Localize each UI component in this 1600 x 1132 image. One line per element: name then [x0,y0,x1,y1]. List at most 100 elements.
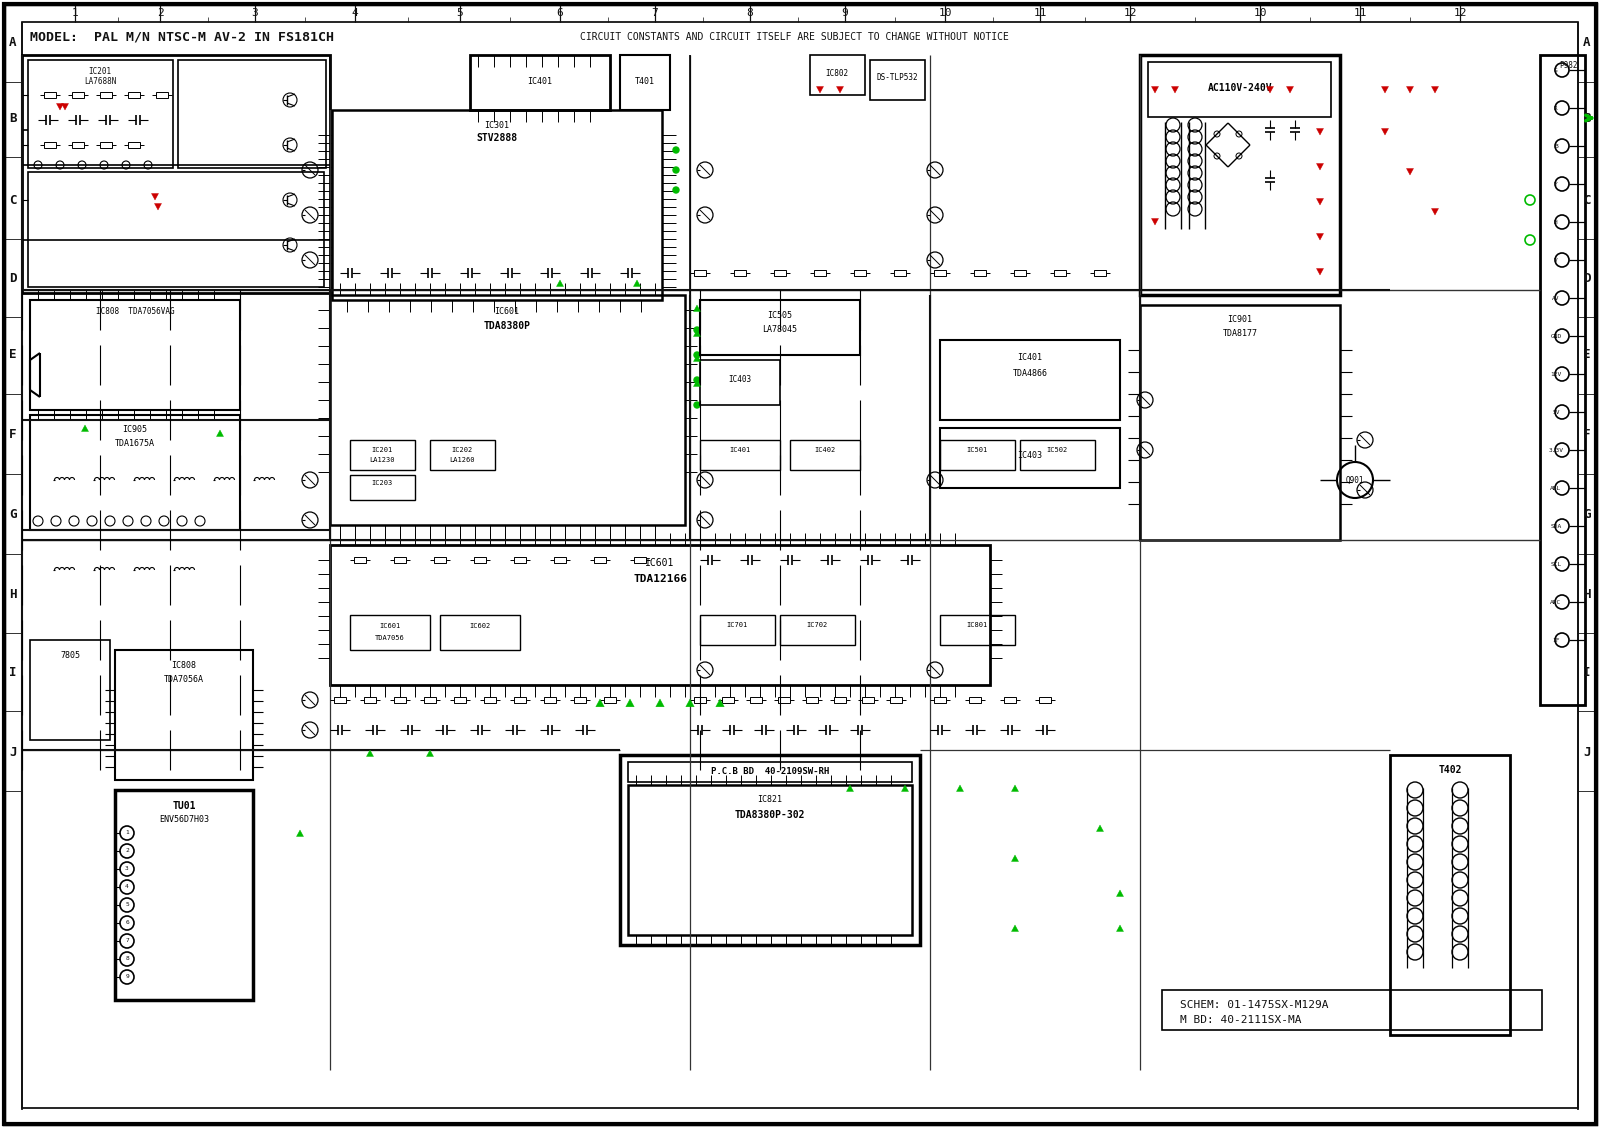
Text: IC201: IC201 [371,447,392,453]
Bar [941,428,1120,488]
Text: 11: 11 [1354,8,1366,18]
Text: B: B [1554,144,1558,148]
Bar [1149,62,1331,117]
Bar [178,60,326,168]
Polygon shape [1381,86,1389,93]
Circle shape [694,352,701,358]
Text: 9: 9 [842,8,848,18]
Polygon shape [1286,86,1293,93]
Bar [365,697,376,703]
Bar [806,697,818,703]
Polygon shape [957,784,963,791]
Polygon shape [1406,86,1413,93]
Text: IC401: IC401 [528,77,552,86]
Text: 2: 2 [125,849,130,854]
Text: IC601: IC601 [645,558,675,568]
Polygon shape [595,698,605,706]
Text: IC502: IC502 [1046,447,1067,453]
Text: IC202: IC202 [451,447,472,453]
Text: DS-TLP532: DS-TLP532 [877,74,918,83]
Bar [30,415,240,530]
Bar [594,557,606,563]
Bar [1038,697,1051,703]
Bar [29,60,173,168]
Bar [350,440,414,470]
Bar [1021,440,1094,470]
Polygon shape [901,784,909,791]
Polygon shape [296,830,304,837]
Text: IC808: IC808 [171,660,197,669]
Bar [814,271,826,276]
Bar [890,697,902,703]
Polygon shape [1171,86,1179,93]
Bar [554,557,566,563]
Text: IC601: IC601 [379,623,400,629]
Text: MODEL:  PAL M/N NTSC-M AV-2 IN FS181CH: MODEL: PAL M/N NTSC-M AV-2 IN FS181CH [30,31,334,43]
Text: 11: 11 [1034,8,1046,18]
Text: IF: IF [1552,637,1560,643]
Text: A: A [1584,36,1590,50]
Polygon shape [1011,925,1019,932]
Bar [781,615,854,645]
Bar [621,55,670,110]
Text: B: B [1584,111,1590,125]
Bar [790,440,861,470]
Bar [470,55,610,110]
Text: IC808  TDA7056VAG: IC808 TDA7056VAG [96,308,174,317]
Polygon shape [1317,233,1323,240]
Polygon shape [693,355,701,361]
Polygon shape [1011,784,1019,791]
Bar [354,557,366,563]
Polygon shape [656,698,664,706]
Text: C: C [10,194,16,206]
Text: 3: 3 [251,8,258,18]
Text: TDA1675A: TDA1675A [115,439,155,448]
Polygon shape [846,784,853,791]
Bar [774,271,786,276]
Bar [514,557,526,563]
Text: 1: 1 [125,831,130,835]
Circle shape [1555,595,1570,609]
Text: A: A [10,36,16,50]
Text: 3: 3 [125,866,130,872]
Circle shape [1555,367,1570,381]
Polygon shape [1267,86,1274,93]
Circle shape [1555,101,1570,115]
Bar [454,697,466,703]
Bar [1139,55,1341,295]
Text: TDA8380P-302: TDA8380P-302 [734,811,805,820]
Text: IC301: IC301 [485,120,509,129]
Text: IC505: IC505 [768,310,792,319]
Polygon shape [152,194,158,200]
Text: IC701: IC701 [726,621,747,628]
Circle shape [1555,215,1570,229]
Text: GND: GND [1550,334,1562,338]
Bar [834,697,846,703]
Bar [394,557,406,563]
Polygon shape [216,430,224,437]
Bar [605,697,616,703]
Bar [1005,697,1016,703]
Bar [1539,55,1586,705]
Bar [934,271,946,276]
Text: TDA8177: TDA8177 [1222,329,1258,338]
Text: P982: P982 [1558,60,1578,69]
Text: H: H [1584,588,1590,600]
Bar [430,440,494,470]
Text: CIRCUIT CONSTANTS AND CIRCUIT ITSELF ARE SUBJECT TO CHANGE WITHOUT NOTICE: CIRCUIT CONSTANTS AND CIRCUIT ITSELF ARE… [579,32,1010,42]
Text: IC702: IC702 [806,621,827,628]
Circle shape [694,327,701,333]
Circle shape [1555,633,1570,648]
Circle shape [674,168,678,173]
Bar [72,92,83,98]
Bar [1054,271,1066,276]
Polygon shape [557,280,563,286]
Text: Q901: Q901 [1346,475,1365,484]
Polygon shape [1096,825,1104,832]
Text: 1: 1 [72,8,78,18]
Text: AC110V-240V: AC110V-240V [1208,83,1272,93]
Polygon shape [1317,198,1323,205]
Bar [330,544,990,685]
Polygon shape [366,751,373,756]
Text: TDA7056A: TDA7056A [165,675,205,684]
